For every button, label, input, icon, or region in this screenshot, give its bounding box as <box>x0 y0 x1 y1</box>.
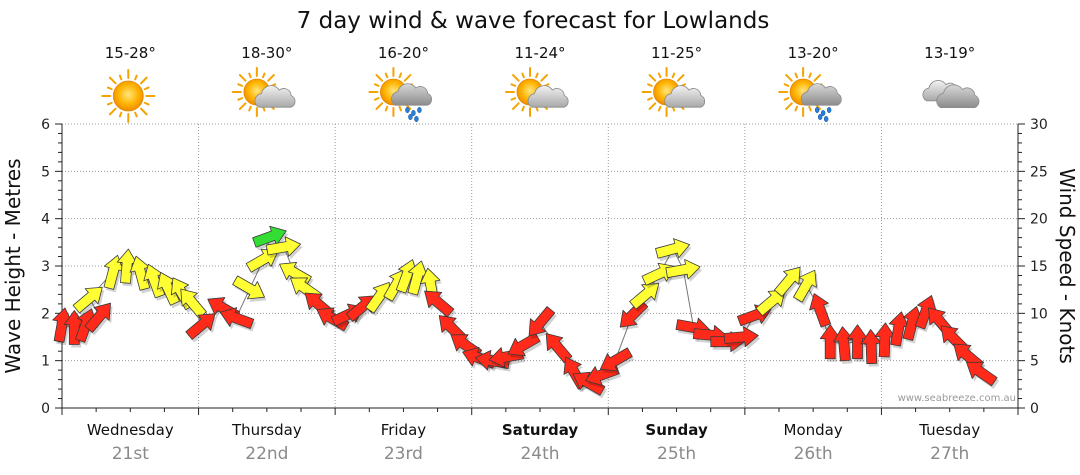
wind-arrow <box>629 283 661 313</box>
wind-series <box>52 225 1000 399</box>
temperature-range-label: 16-20° <box>378 44 429 62</box>
wind-arrow <box>265 236 303 260</box>
right-tick-label: 5 <box>1030 354 1039 370</box>
wind-arrow <box>232 275 267 302</box>
showers-icon <box>778 67 842 123</box>
day-name-label: Wednesday <box>87 421 174 439</box>
wind-arrow <box>914 295 939 333</box>
temperature-range-label: 13-20° <box>788 44 839 62</box>
left-tick-label: 6 <box>41 117 50 133</box>
day-name-label: Thursday <box>231 421 302 439</box>
wind-arrow <box>599 347 635 374</box>
weather-row: 15-28° 18-30° 16-20° 11-24° 11-25° 13-20° 13-1… <box>101 44 980 123</box>
wind-arrow <box>755 289 788 319</box>
temperature-range-label: 11-24° <box>514 44 565 62</box>
day-name-label: Friday <box>381 421 427 439</box>
partly-cloudy-icon <box>505 67 569 117</box>
wind-arrow <box>860 329 884 367</box>
wind-arrow <box>888 311 911 350</box>
partly-cloudy-icon <box>641 67 706 117</box>
day-name-label: Tuesday <box>918 421 980 439</box>
temperature-range-label: 11-25° <box>651 44 702 62</box>
left-tick-label: 1 <box>41 354 50 370</box>
left-tick-label: 4 <box>41 212 50 228</box>
left-tick-label: 3 <box>41 259 50 275</box>
right-tick-label: 15 <box>1030 259 1048 275</box>
wind-arrow <box>665 259 703 283</box>
wind-arrow <box>72 286 105 316</box>
right-axis-label: Wind Speed - Knots <box>1055 168 1079 364</box>
wind-arrow <box>180 288 209 322</box>
cloud-icon <box>922 80 980 108</box>
wind-arrow <box>966 361 1000 389</box>
day-name-label: Saturday <box>502 421 579 439</box>
x-axis-labels: Wednesday 21st Thursday 22nd Friday 23rd Satur… <box>87 421 980 464</box>
chart-title: 7 day wind & wave forecast for Lowlands <box>297 8 770 34</box>
wind-arrow <box>103 254 126 293</box>
right-tick-label: 20 <box>1030 212 1048 228</box>
temperature-range-label: 18-30° <box>241 44 292 62</box>
left-tick-label: 2 <box>41 306 50 322</box>
left-axis-label: Wave Height - Metres <box>1 158 25 373</box>
partly-cloudy-icon <box>231 67 296 117</box>
wind-arrow <box>424 290 456 320</box>
sun-icon <box>101 69 156 123</box>
day-date-label: 24th <box>520 444 559 464</box>
wind-arrow <box>129 255 152 294</box>
wind-arrow <box>793 269 819 306</box>
right-tick-label: 25 <box>1030 164 1048 180</box>
wind-arrow <box>185 313 218 343</box>
right-tick-label: 30 <box>1030 117 1048 133</box>
day-date-label: 25th <box>657 444 696 464</box>
wind-arrow <box>528 306 557 339</box>
chart-axes: 0 1 2 3 4 5 6 0 5 10 15 20 25 30 <box>41 117 1048 417</box>
day-date-label: 27th <box>930 444 969 464</box>
day-date-label: 26th <box>794 444 833 464</box>
wind-arrow <box>84 302 113 336</box>
day-date-label: 23rd <box>384 444 423 464</box>
wind-arrow <box>723 326 761 350</box>
day-date-label: 22nd <box>245 444 288 464</box>
wind-arrow <box>809 293 833 331</box>
temperature-range-label: 15-28° <box>105 44 156 62</box>
wind-arrow <box>847 324 870 362</box>
left-tick-label: 5 <box>41 164 50 180</box>
temperature-range-label: 13-19° <box>924 44 975 62</box>
day-name-label: Sunday <box>645 421 708 439</box>
day-date-label: 21st <box>112 444 149 464</box>
wind-arrow <box>819 324 843 362</box>
wind-arrow <box>655 238 692 262</box>
wind-arrow <box>874 322 897 360</box>
showers-icon <box>368 67 432 123</box>
day-name-label: Monday <box>784 421 843 439</box>
left-tick-label: 0 <box>41 401 50 417</box>
credit-text: www.seabreeze.com.au <box>898 393 1016 404</box>
wind-arrow <box>219 307 256 332</box>
right-tick-label: 0 <box>1030 401 1039 417</box>
wind-arrow <box>407 260 430 299</box>
right-tick-label: 10 <box>1030 306 1048 322</box>
wind-arrow <box>774 266 803 300</box>
